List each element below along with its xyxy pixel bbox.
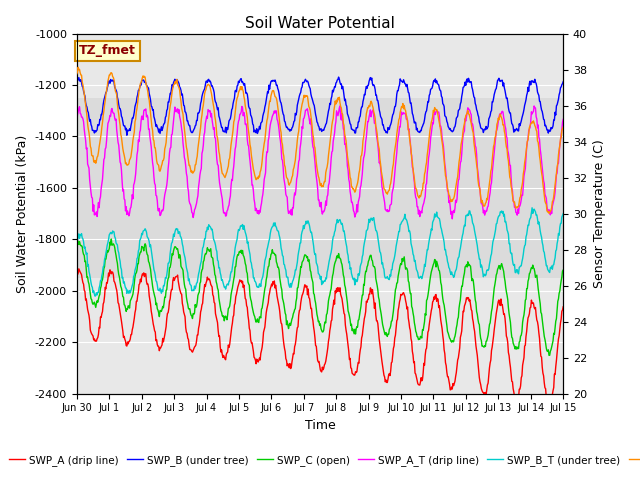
Title: Soil Water Potential: Soil Water Potential [245,16,395,31]
Y-axis label: Sensor Temperature (C): Sensor Temperature (C) [593,139,605,288]
Text: TZ_fmet: TZ_fmet [79,44,136,58]
Y-axis label: Soil Water Potential (kPa): Soil Water Potential (kPa) [16,134,29,293]
Bar [77,98,563,278]
Legend: SWP_A (drip line), SWP_B (under tree), SWP_C (open), SWP_A_T (drip line), SWP_B_: SWP_A (drip line), SWP_B (under tree), S… [5,451,640,470]
X-axis label: Time: Time [305,419,335,432]
